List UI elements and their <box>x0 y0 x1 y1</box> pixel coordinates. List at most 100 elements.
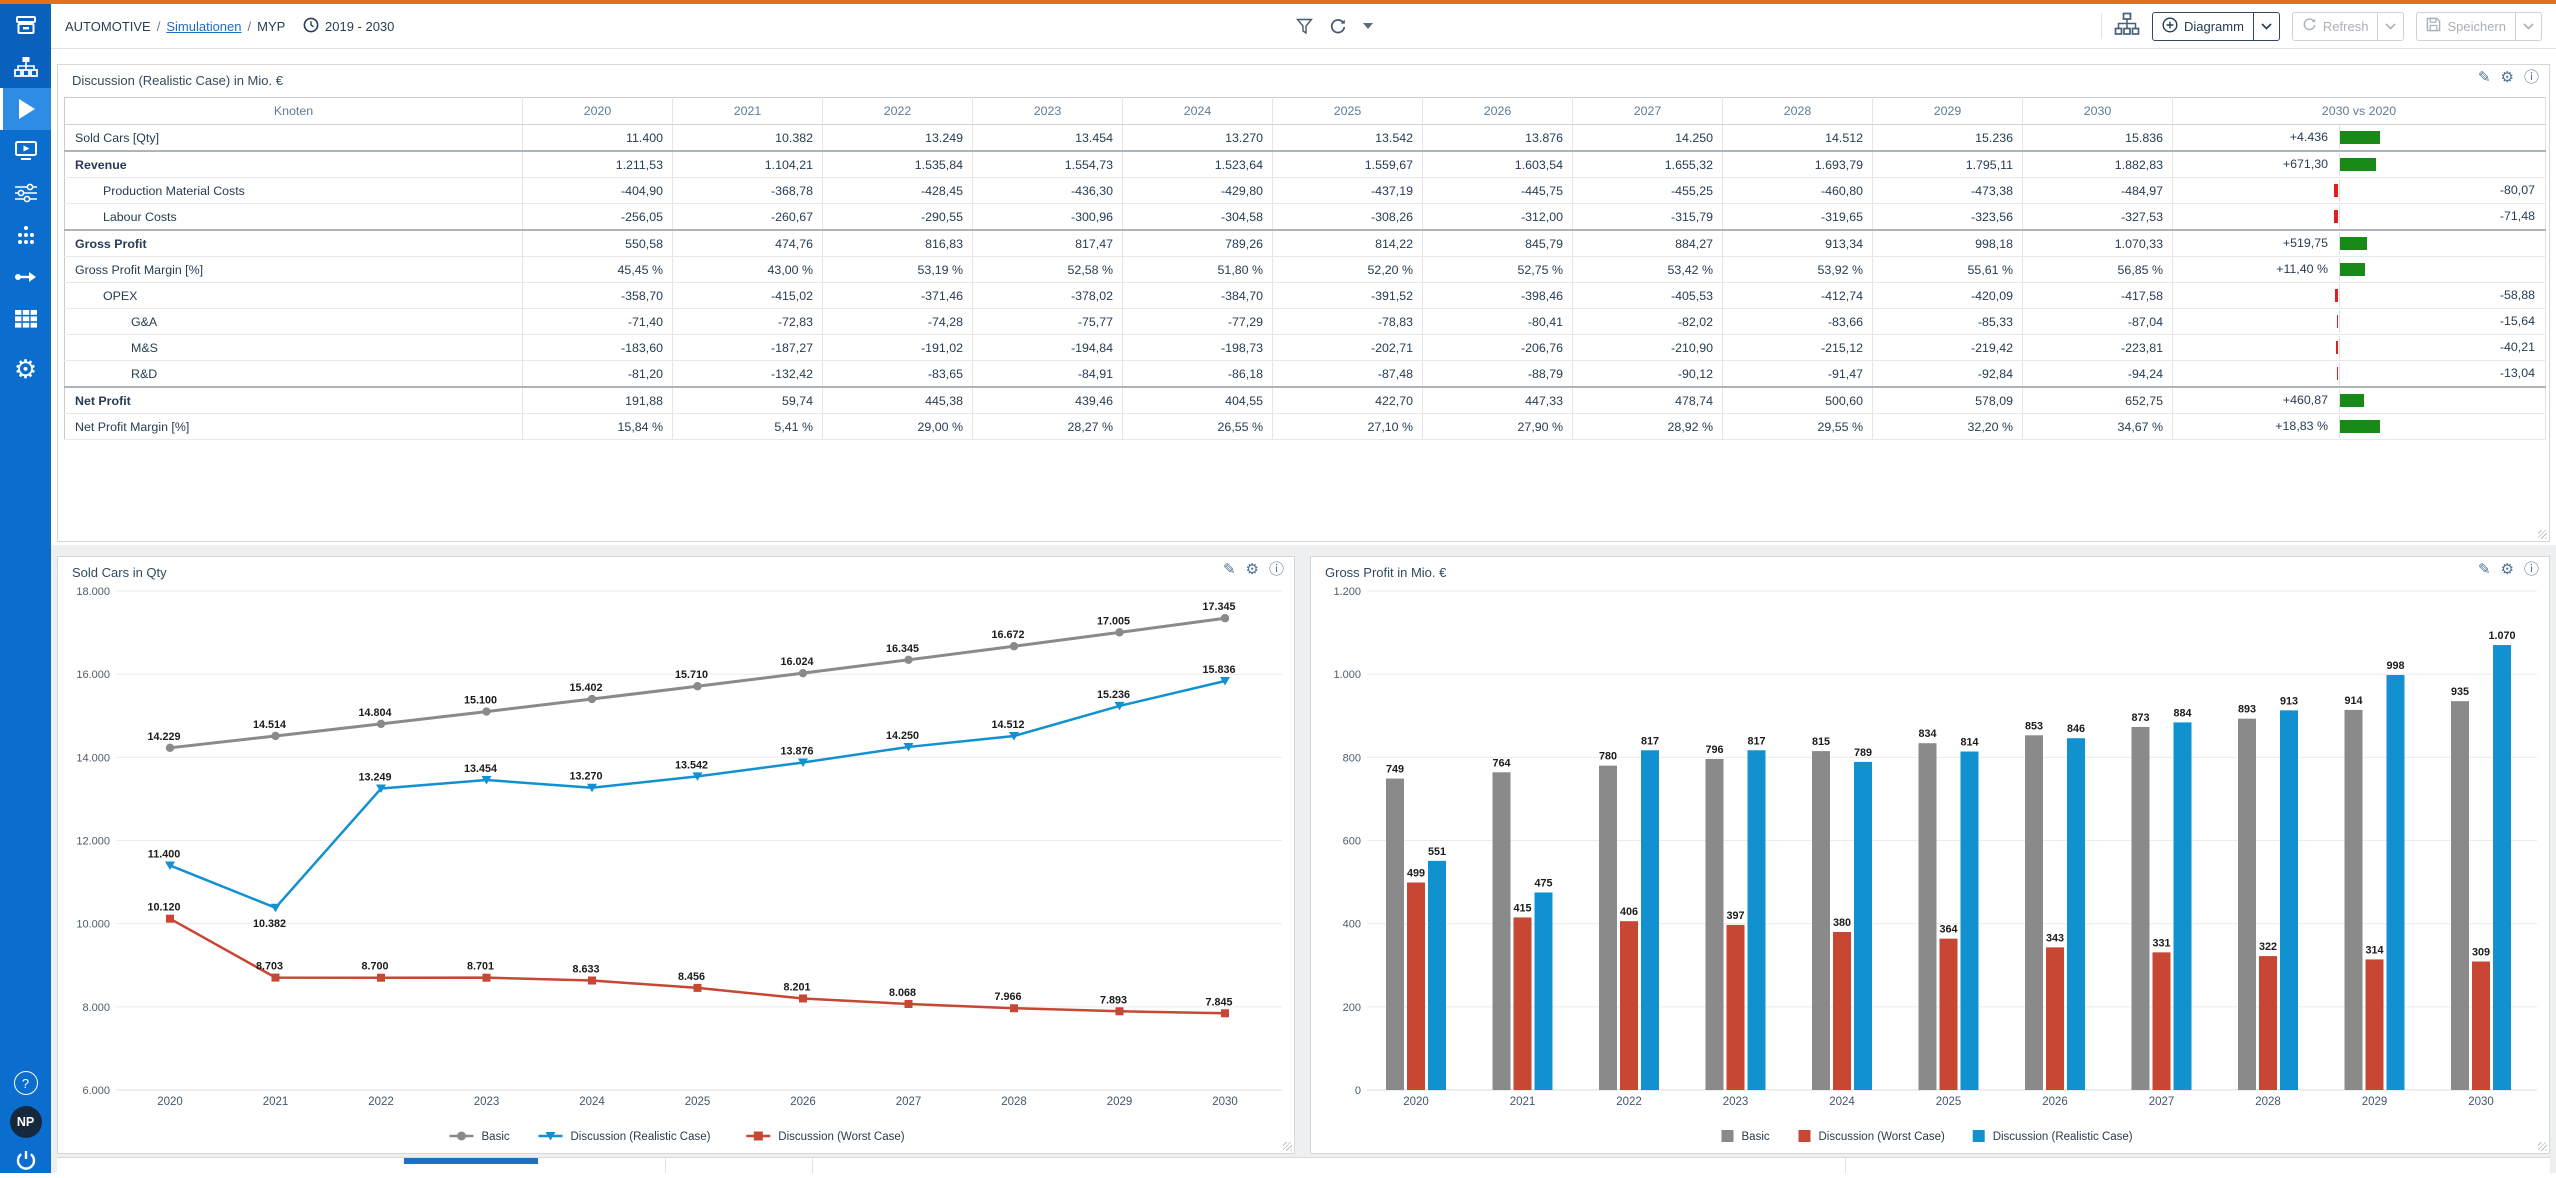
column-header[interactable]: 2030 <box>2022 97 2173 125</box>
column-header[interactable]: 2027 <box>1572 97 1723 125</box>
table-row[interactable]: Labour Costs -256,05 -260,67 -290,55 -300,96… <box>64 203 2546 231</box>
table-row[interactable]: Sold Cars [Qty] 11.400 10.382 13.249 13.454 1… <box>64 124 2546 152</box>
help-button[interactable]: ? <box>13 1071 38 1095</box>
gear-icon[interactable]: ⚙ <box>1245 561 1259 578</box>
data-point[interactable] <box>799 994 807 1003</box>
data-point[interactable] <box>271 973 280 982</box>
table-row[interactable]: OPEX -358,70 -415,02 -371,46 -378,02 -384,70-… <box>64 282 2546 309</box>
bar[interactable] <box>1386 778 1404 1090</box>
data-point[interactable] <box>1220 676 1230 686</box>
bar[interactable] <box>1407 882 1425 1090</box>
table-row[interactable]: G&A -71,40 -72,83 -74,28 -75,77 -77,29 -78,83-… <box>64 308 2546 335</box>
panel-resize-handle[interactable] <box>2538 530 2547 539</box>
table-row[interactable]: Gross Profit Margin [%] 45,45 % 43,00 % 53,… <box>64 256 2546 283</box>
logout-button[interactable] <box>14 1149 38 1173</box>
bar[interactable] <box>1960 751 1979 1090</box>
bar[interactable] <box>1534 892 1553 1090</box>
data-point[interactable] <box>1221 1009 1229 1018</box>
bar[interactable] <box>1599 765 1617 1090</box>
legend-item[interactable]: Discussion (Realistic Case) <box>538 1131 711 1143</box>
sidebar-item-archive[interactable] <box>0 4 51 46</box>
data-point[interactable] <box>482 973 491 982</box>
bar[interactable] <box>2493 645 2511 1090</box>
data-point[interactable] <box>1009 732 1019 741</box>
bar[interactable] <box>1939 938 1958 1090</box>
data-point[interactable] <box>692 772 703 781</box>
data-point[interactable] <box>587 783 597 793</box>
data-point[interactable] <box>798 758 808 767</box>
data-point[interactable] <box>376 784 386 794</box>
bar[interactable] <box>1854 761 1872 1090</box>
bar[interactable] <box>1620 921 1638 1090</box>
data-point[interactable] <box>904 1000 913 1009</box>
bar[interactable] <box>1812 751 1830 1090</box>
filter-icon[interactable] <box>1296 18 1313 35</box>
column-header[interactable]: 2026 <box>1422 97 1573 125</box>
diagram-dropdown-chevron[interactable] <box>2254 13 2279 40</box>
bar[interactable] <box>1705 758 1724 1090</box>
bar[interactable] <box>1428 860 1446 1090</box>
gear-icon[interactable]: ⚙ <box>2500 69 2514 86</box>
data-point[interactable] <box>798 668 808 678</box>
sidebar-item-scenarios-tree[interactable] <box>0 46 51 88</box>
bar[interactable] <box>2173 722 2192 1090</box>
data-point[interactable] <box>904 655 913 665</box>
scrollbar-thumb[interactable] <box>404 1158 538 1164</box>
table-row[interactable]: M&S -183,60 -187,27 -191,02 -194,84 -198,73 -2… <box>64 334 2546 361</box>
data-point[interactable] <box>1114 701 1125 711</box>
bar[interactable] <box>2280 710 2298 1090</box>
column-header[interactable]: 2025 <box>1272 97 1423 125</box>
data-point[interactable] <box>1115 628 1124 637</box>
bar[interactable] <box>2472 961 2490 1090</box>
data-point[interactable] <box>1115 1007 1124 1016</box>
sidebar-item-presentation[interactable] <box>0 130 51 172</box>
bar[interactable] <box>2152 952 2171 1090</box>
bar[interactable] <box>2025 735 2043 1090</box>
column-header[interactable]: 2028 <box>1722 97 1873 125</box>
data-point[interactable] <box>271 731 280 741</box>
hierarchy-icon[interactable] <box>2114 12 2140 41</box>
data-point[interactable] <box>482 707 491 716</box>
data-point[interactable] <box>165 743 175 753</box>
table-row[interactable]: Net Profit Margin [%] 15,84 % 5,41 % 29,00 … <box>64 413 2546 440</box>
data-point[interactable] <box>165 861 175 870</box>
bar[interactable] <box>1833 931 1851 1090</box>
sidebar-item-nodes[interactable] <box>0 214 51 256</box>
save-dropdown-chevron[interactable] <box>2516 13 2541 40</box>
data-point[interactable] <box>1010 1004 1018 1013</box>
bar[interactable] <box>2238 718 2256 1090</box>
horizontal-scrollbar[interactable] <box>57 1157 2550 1173</box>
data-point[interactable] <box>376 719 386 729</box>
data-point[interactable] <box>903 742 914 752</box>
sidebar-item-levers[interactable] <box>0 172 51 214</box>
panel-resize-handle[interactable] <box>1283 1142 1292 1151</box>
bar[interactable] <box>2259 956 2277 1090</box>
legend-item[interactable]: Discussion (Realistic Case) <box>1972 1130 2133 1143</box>
bar[interactable] <box>2451 701 2469 1090</box>
column-header[interactable]: 2022 <box>822 97 973 125</box>
sidebar-item-settings[interactable]: ⚙ <box>0 348 51 390</box>
column-header[interactable]: 2021 <box>672 97 823 125</box>
table-row[interactable]: Revenue 1.211,53 1.104,21 1.535,84 1.554,73 1… <box>64 150 2546 178</box>
data-point[interactable] <box>1009 642 1019 651</box>
data-point[interactable] <box>693 682 702 691</box>
data-point[interactable] <box>377 973 385 982</box>
legend-item[interactable]: Basic <box>449 1131 510 1143</box>
bar[interactable] <box>2344 709 2363 1090</box>
legend-item[interactable]: Discussion (Worst Case) <box>746 1131 905 1143</box>
legend-item[interactable]: Discussion (Worst Case) <box>1798 1130 1945 1143</box>
bar[interactable] <box>1747 750 1766 1090</box>
bar[interactable] <box>1513 917 1532 1090</box>
refresh-button[interactable]: Refresh <box>2291 11 2405 41</box>
sync-icon[interactable] <box>1329 18 1347 35</box>
data-point[interactable] <box>270 903 281 913</box>
info-icon[interactable]: ⓘ <box>2523 561 2539 578</box>
data-point[interactable] <box>481 776 492 785</box>
info-icon[interactable]: ⓘ <box>1268 561 1284 578</box>
column-header[interactable]: 2023 <box>972 97 1123 125</box>
info-icon[interactable]: ⓘ <box>2523 69 2539 86</box>
bar[interactable] <box>2365 959 2384 1090</box>
bar[interactable] <box>1726 924 1745 1090</box>
table-row[interactable]: Net Profit 191,88 59,74 445,38 439,46 404,55 4… <box>64 386 2546 414</box>
save-button[interactable]: Speichern <box>2416 11 2542 41</box>
